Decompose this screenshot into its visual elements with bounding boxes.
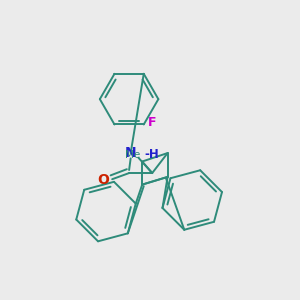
Text: O: O <box>97 173 109 187</box>
Text: N: N <box>125 146 136 160</box>
Text: Me: Me <box>124 150 140 160</box>
Text: -H: -H <box>145 148 159 161</box>
Text: F: F <box>148 116 156 129</box>
